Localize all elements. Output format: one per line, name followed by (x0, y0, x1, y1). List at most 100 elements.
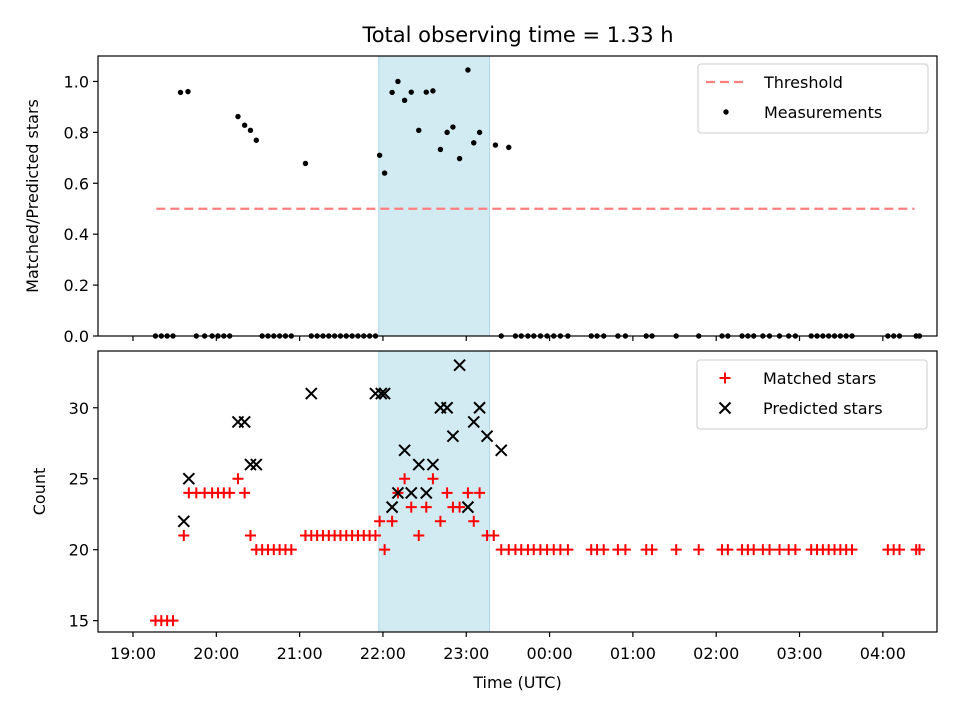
legend-matched-handle (719, 372, 731, 384)
bottom-x-tick-label: 20:00 (193, 644, 239, 663)
bottom-x-tick-label: 01:00 (610, 644, 656, 663)
predicted-star-point (473, 401, 486, 414)
figure-title: Total observing time = 1.33 h (361, 23, 673, 47)
bottom-panel: 15 20 25 30 19:00 20:00 21:00 22:00 23:00 00:00 01… (30, 350, 938, 692)
measurement-point (423, 89, 429, 95)
top-observing-window (378, 55, 491, 337)
bottom-x-tick-label: 23:00 (443, 644, 489, 663)
predicted-star-point (250, 458, 263, 471)
top-panel: 0.0 0.2 0.4 0.6 0.8 1.0 Matched/Predicted star… (23, 55, 938, 346)
measurement-point (253, 137, 260, 143)
top-y-axis-label: Matched/Predicted stars (23, 99, 42, 293)
matched-star-point (846, 544, 858, 556)
bottom-series-predicted-stars (177, 358, 508, 528)
measurement-point (401, 97, 408, 103)
matched-star-point (468, 515, 480, 527)
bottom-x-axis-label: Time (UTC) (472, 673, 561, 692)
matched-star-point (488, 529, 500, 541)
matched-star-point (374, 515, 386, 527)
bottom-y-tick-label: 20 (69, 541, 89, 560)
predicted-star-point (412, 458, 425, 471)
legend-predicted-handle (718, 401, 732, 415)
bottom-y-tick-label: 30 (69, 399, 89, 418)
matched-star-point (441, 487, 453, 499)
measurement-point (430, 88, 436, 94)
matched-star-point (670, 544, 682, 556)
bottom-y-axis-label: Count (30, 468, 49, 516)
matched-star-point (474, 487, 486, 499)
measurement-point (465, 67, 471, 73)
measurement-point (471, 140, 477, 146)
predicted-star-point (182, 472, 196, 485)
measurement-point (450, 124, 456, 130)
matched-star-point (399, 473, 411, 485)
bottom-x-tick-label: 02:00 (693, 644, 739, 663)
matched-star-point (178, 529, 190, 541)
measurement-point (247, 127, 254, 134)
predicted-star-point (398, 444, 411, 457)
bottom-series-matched-stars (149, 473, 926, 627)
top-y-tick-label: 0.6 (64, 174, 89, 193)
top-y-tick-label: 0.8 (64, 123, 89, 142)
matched-star-point (405, 501, 417, 513)
measurement-point (444, 129, 450, 136)
measurement-point (241, 122, 248, 128)
measurement-point (456, 155, 463, 162)
predicted-star-point (480, 429, 494, 443)
predicted-star-point (391, 486, 405, 500)
top-y-tick-label: 0.4 (64, 225, 89, 244)
matched-star-point (413, 529, 425, 541)
matched-star-point (224, 487, 236, 499)
matched-star-point (167, 615, 179, 627)
predicted-star-point (495, 444, 508, 457)
predicted-star-point (177, 515, 191, 528)
matched-star-point (386, 515, 398, 527)
predicted-star-point (446, 429, 460, 443)
predicted-star-point (305, 387, 318, 400)
matched-star-point (379, 544, 391, 556)
top-y-tick-label: 0.0 (64, 327, 89, 346)
predicted-star-point (453, 358, 466, 372)
matched-star-point (764, 544, 776, 556)
predicted-star-point (420, 486, 433, 500)
matched-star-point (562, 544, 574, 556)
matched-star-point (244, 529, 256, 541)
measurement-point (376, 152, 383, 158)
bottom-x-tick-label: 21:00 (277, 644, 323, 663)
measurement-point (476, 129, 483, 136)
measurement-point (177, 89, 184, 96)
top-legend-label: Threshold (763, 73, 843, 92)
bottom-legend-label: Matched stars (763, 369, 876, 388)
matched-star-point (369, 529, 381, 541)
top-legend: Threshold Measurements (697, 63, 929, 134)
predicted-star-point (378, 387, 391, 400)
measurement-point (492, 142, 499, 148)
top-legend-box (697, 63, 929, 134)
top-y-tick-label: 1.0 (64, 72, 89, 91)
predicted-star-point (461, 500, 475, 514)
matched-star-point (427, 473, 439, 485)
measurement-point (235, 113, 241, 120)
matched-star-point (232, 473, 244, 485)
predicted-star-point (405, 486, 418, 500)
measurement-point (416, 127, 422, 134)
legend-measurement-handle (723, 109, 729, 115)
matched-star-point (454, 501, 466, 513)
bottom-axes-frame (97, 350, 938, 633)
measurement-point (395, 78, 401, 85)
bottom-y-tick-label: 25 (69, 470, 89, 489)
measurement-point (506, 144, 512, 151)
matched-star-point (420, 501, 432, 513)
predicted-star-point (385, 500, 399, 514)
predicted-star-point (440, 401, 454, 414)
matched-star-point (285, 544, 297, 556)
matched-star-point (239, 487, 251, 499)
matched-star-point (914, 544, 926, 556)
bottom-x-tick-label: 22:00 (360, 644, 406, 663)
matched-star-point (789, 544, 801, 556)
matched-star-point (722, 544, 734, 556)
matched-star-point (462, 487, 474, 499)
measurement-point (185, 88, 191, 95)
measurement-point (389, 89, 395, 96)
